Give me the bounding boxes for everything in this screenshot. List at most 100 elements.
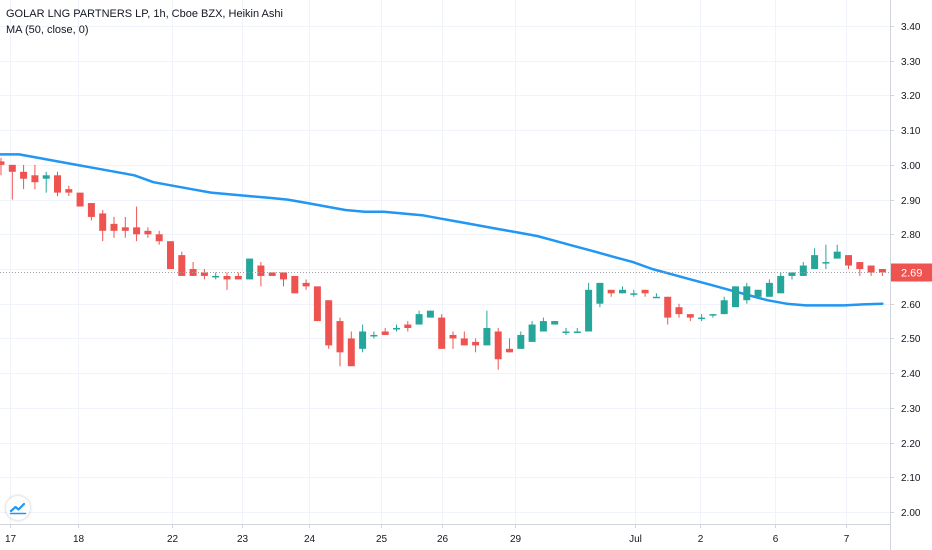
candle (483, 310, 491, 346)
candle (246, 258, 254, 280)
candle-body (223, 275, 231, 280)
time-tick-label: 2 (698, 534, 704, 545)
candle (528, 321, 536, 342)
candle-body (460, 338, 468, 346)
symbol-title[interactable]: GOLAR LNG PARTNERS LP, 1h, Cboe BZX, Hei… (6, 8, 283, 20)
time-tick-label: 7 (844, 534, 850, 545)
candle (494, 328, 502, 370)
candle-body (347, 338, 355, 367)
candle (313, 286, 321, 322)
candle-body (867, 265, 875, 273)
candle-body (325, 300, 333, 346)
candle-body (415, 314, 423, 325)
candle (0, 157, 5, 176)
candle-body (404, 324, 412, 329)
candle (754, 289, 762, 297)
candle (438, 314, 446, 349)
candle-body (664, 296, 672, 318)
candle-body (359, 331, 367, 349)
candle-body (845, 255, 852, 266)
candle-body (167, 241, 174, 269)
candle (585, 282, 593, 332)
time-tick-label: 22 (167, 534, 179, 545)
candle-body (234, 275, 242, 280)
tradingview-logo[interactable] (6, 496, 30, 520)
candle (20, 164, 28, 190)
candle (732, 286, 739, 308)
candle-body (799, 265, 807, 276)
candle (460, 331, 468, 346)
price-tick-label: 2.10 (901, 473, 921, 484)
price-tick-label: 3.10 (901, 126, 921, 137)
candle-body (268, 272, 276, 276)
candle-body (483, 328, 491, 346)
candle (121, 216, 129, 238)
candle (426, 310, 434, 318)
candle (404, 321, 412, 332)
candle-body (189, 269, 197, 276)
moving-average-line (0, 153, 884, 307)
candle (811, 248, 819, 269)
candle-body (144, 230, 152, 235)
candle (370, 331, 378, 339)
candle (630, 289, 638, 297)
candle (133, 206, 141, 242)
price-tick-label: 2.00 (901, 508, 921, 519)
candle (415, 310, 423, 325)
candle (573, 328, 581, 333)
price-tick-label: 2.30 (901, 404, 921, 415)
time-axis[interactable]: 17 18 22 23 24 25 26 29 Jul 2 6 7 (5, 524, 850, 545)
candle (867, 265, 875, 276)
candle-body (370, 334, 378, 337)
candle (359, 324, 367, 353)
candles-layer (0, 157, 886, 370)
price-axis[interactable]: 3.403.303.203.103.002.902.802.702.602.50… (890, 22, 921, 519)
price-tick-label: 2.90 (901, 196, 921, 207)
moving-average-layer (0, 153, 884, 307)
price-tick-label: 3.00 (901, 161, 921, 172)
price-tick-label: 2.20 (901, 439, 921, 450)
candle-body (517, 334, 525, 349)
candle-body (562, 331, 570, 333)
candle (76, 192, 84, 207)
candle (87, 203, 95, 221)
time-tick-label: 17 (5, 534, 17, 545)
candle (743, 282, 751, 304)
candle (200, 269, 208, 280)
time-tick-label: 25 (376, 534, 388, 545)
candle-body (42, 175, 50, 179)
candle (302, 279, 310, 290)
indicator-label[interactable]: MA (50, close, 0) (6, 24, 89, 36)
candle (822, 244, 830, 269)
candle-body (449, 334, 457, 339)
candle-body (596, 282, 604, 304)
candle-body (811, 255, 819, 269)
time-tick-label: 18 (73, 534, 85, 545)
time-tick-label: 23 (237, 534, 249, 545)
candle-body (20, 171, 28, 179)
candle (42, 171, 50, 193)
candle (212, 272, 220, 280)
candle (449, 331, 457, 349)
grid (0, 0, 890, 524)
candle (54, 171, 61, 197)
candle-body (743, 286, 751, 301)
candle-body (280, 272, 287, 280)
current-price-label: 2.69 (891, 263, 932, 282)
candle-body (630, 293, 638, 295)
candle (686, 314, 694, 322)
candle-body (302, 282, 310, 287)
candle (506, 338, 513, 353)
time-tick-label: Jul (629, 534, 642, 545)
candle-body (652, 296, 660, 299)
candle-body (720, 300, 728, 315)
time-tick-label: 24 (304, 534, 316, 545)
candle (189, 262, 197, 276)
candle (65, 185, 73, 197)
candle-body (31, 175, 39, 183)
candle-body (393, 328, 400, 330)
candle (144, 227, 152, 238)
candle (167, 241, 174, 269)
